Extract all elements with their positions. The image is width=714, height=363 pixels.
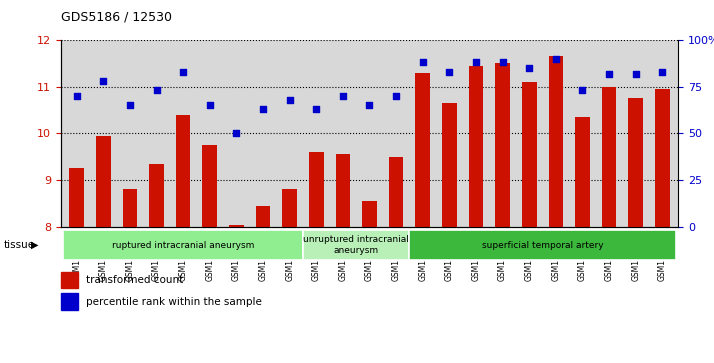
Point <box>151 87 162 93</box>
Bar <box>61 272 78 288</box>
Point <box>124 102 136 108</box>
Text: tissue: tissue <box>4 240 35 250</box>
Point <box>471 60 482 65</box>
Bar <box>282 189 297 227</box>
Text: unruptured intracranial
aneurysm: unruptured intracranial aneurysm <box>303 235 409 255</box>
Bar <box>602 87 616 227</box>
Point <box>523 65 535 71</box>
Point <box>577 87 588 93</box>
Point <box>98 78 109 84</box>
Point <box>550 56 561 61</box>
Bar <box>496 63 510 227</box>
Text: ▶: ▶ <box>31 240 39 250</box>
Bar <box>149 164 164 227</box>
Point <box>257 106 268 112</box>
Point <box>443 69 455 75</box>
Point <box>284 97 296 103</box>
Point <box>337 93 348 99</box>
Point <box>231 130 242 136</box>
Bar <box>336 154 350 227</box>
Bar <box>176 115 191 227</box>
Bar <box>123 189 137 227</box>
Text: ruptured intracranial aneurysm: ruptured intracranial aneurysm <box>112 241 254 249</box>
Bar <box>362 201 377 227</box>
Bar <box>468 66 483 227</box>
Text: GDS5186 / 12530: GDS5186 / 12530 <box>61 11 171 24</box>
Bar <box>203 145 217 227</box>
Bar <box>61 293 78 310</box>
Bar <box>309 152 323 227</box>
Point <box>311 106 322 112</box>
Point <box>497 60 508 65</box>
Bar <box>229 225 243 227</box>
Point <box>391 93 402 99</box>
Point <box>603 71 615 77</box>
Point <box>71 93 82 99</box>
Point <box>363 102 375 108</box>
Bar <box>416 73 430 227</box>
Point <box>204 102 216 108</box>
Point <box>417 60 428 65</box>
Bar <box>548 56 563 227</box>
Point <box>630 71 641 77</box>
Bar <box>628 98 643 227</box>
Point <box>178 69 189 75</box>
Bar <box>409 230 675 260</box>
Bar <box>575 117 590 227</box>
Bar <box>389 157 403 227</box>
Bar <box>303 230 409 260</box>
Bar <box>64 230 303 260</box>
Bar <box>442 103 457 227</box>
Text: superficial temporal artery: superficial temporal artery <box>482 241 603 249</box>
Bar <box>256 206 271 227</box>
Bar <box>522 82 536 227</box>
Point <box>657 69 668 75</box>
Text: percentile rank within the sample: percentile rank within the sample <box>86 297 262 307</box>
Bar <box>655 89 670 227</box>
Text: transformed count: transformed count <box>86 275 183 285</box>
Bar <box>69 168 84 227</box>
Bar <box>96 136 111 227</box>
